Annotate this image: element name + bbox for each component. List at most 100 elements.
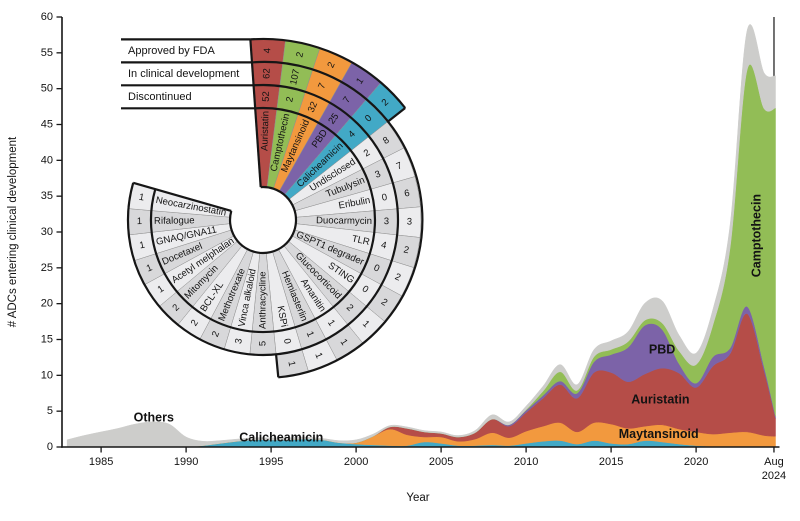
y-tick-label: 45 xyxy=(41,119,53,131)
series-label-camptothecin: Camptothecin xyxy=(749,194,763,277)
count-discontinued: 52 xyxy=(261,91,272,102)
count-in-clinical: 62 xyxy=(261,68,272,79)
ring-boundary-arc xyxy=(251,60,424,379)
count-discontinued: 2 xyxy=(189,318,201,328)
count-discontinued: 1 xyxy=(325,318,337,328)
radial-segment-tlr: TLR 4 2 xyxy=(294,223,421,268)
y-tick-label: 5 xyxy=(47,405,53,417)
payload-label: KSPi xyxy=(274,305,289,328)
y-tick-label: 60 xyxy=(41,11,53,23)
count-discontinued: 3 xyxy=(373,169,382,181)
count-in-clinical: 8 xyxy=(381,135,391,147)
y-tick-label: 25 xyxy=(41,262,53,274)
count-discontinued: 0 xyxy=(281,338,293,345)
x-tick-label: 1995 xyxy=(259,456,283,468)
count-in-clinical: 7 xyxy=(341,95,353,106)
radial-payload-table: Auristatin52624Camptothecin21072Maytansi… xyxy=(121,37,424,379)
count-discontinued: 0 xyxy=(360,283,371,295)
series-label-maytansinoid: Maytansinoid xyxy=(619,427,699,441)
status-row-header-discontinued: Discontinued xyxy=(128,91,192,103)
count-in-clinical: 2 xyxy=(379,296,390,308)
y-tick-label: 50 xyxy=(41,83,53,95)
y-tick-label: 10 xyxy=(41,369,53,381)
x-tick-label: 1985 xyxy=(89,456,113,468)
count-discontinued: 1 xyxy=(156,283,167,295)
payload-label: Duocarmycin xyxy=(316,215,372,227)
y-tick-label: 35 xyxy=(41,190,53,202)
count-in-clinical: 1 xyxy=(285,360,297,367)
count-discontinued: 0 xyxy=(372,262,381,274)
ring-boundary-arc xyxy=(250,37,407,109)
y-tick-label: 15 xyxy=(41,334,53,346)
series-label-pbd: PBD xyxy=(649,343,675,357)
x-tick-end-label: Aug xyxy=(764,456,784,468)
y-tick-label: 0 xyxy=(47,441,53,453)
status-row-header-approved-by-fda: Approved by FDA xyxy=(128,45,215,57)
count-in-clinical: 1 xyxy=(360,319,372,330)
count-approved: 4 xyxy=(262,48,273,54)
segment-edge-line xyxy=(386,107,406,124)
count-in-clinical: 2 xyxy=(393,271,402,283)
count-discontinued: 3 xyxy=(233,338,245,345)
count-in-clinical: 6 xyxy=(404,188,411,200)
segment-edge-line xyxy=(249,39,262,188)
x-tick-label: 2005 xyxy=(429,456,453,468)
x-tick-end-label: 2024 xyxy=(762,470,786,482)
ring-boundary-arc xyxy=(126,83,400,357)
count-in-clinical: 1 xyxy=(312,351,324,360)
stacked-area-plot xyxy=(66,24,776,448)
ring-boundary-arc xyxy=(149,106,377,334)
segment-edge-line xyxy=(132,181,232,212)
count-discontinued: 2 xyxy=(344,302,356,313)
y-axis-title: # ADCs entering clinical development xyxy=(7,136,19,327)
count-discontinued: 5 xyxy=(257,341,268,346)
x-tick-label: 2010 xyxy=(514,456,538,468)
count-approved: 2 xyxy=(294,51,306,59)
count-discontinued: 2 xyxy=(170,302,182,313)
x-tick-label: 1990 xyxy=(174,456,198,468)
y-tick-label: 30 xyxy=(41,226,53,238)
x-axis-title: Year xyxy=(406,492,429,504)
y-tick-label: 55 xyxy=(41,47,53,59)
count-discontinued: 1 xyxy=(138,240,145,252)
count-discontinued: 1 xyxy=(137,216,142,227)
count-discontinued: 32 xyxy=(306,100,320,114)
count-in-clinical: 1 xyxy=(338,337,350,347)
status-row-header-in-clinical-development: In clinical development xyxy=(128,68,239,80)
count-discontinued: 1 xyxy=(145,262,154,274)
y-tick-label: 40 xyxy=(41,154,53,166)
ring-boundary-arc xyxy=(228,185,298,255)
count-discontinued: 4 xyxy=(380,240,387,252)
count-discontinued: 2 xyxy=(362,147,372,159)
count-discontinued: 3 xyxy=(384,216,389,227)
payload-label: Anthracycline xyxy=(258,271,269,329)
segment-edge-line xyxy=(274,354,280,378)
payload-label: Auristatin xyxy=(259,111,271,151)
count-in-clinical: 0 xyxy=(363,113,374,125)
count-in-clinical: 7 xyxy=(316,81,328,90)
series-label-others: Others xyxy=(134,411,174,425)
x-tick-label: 2015 xyxy=(599,456,623,468)
count-discontinued: 4 xyxy=(346,129,357,141)
radial-segment-eribulin: Eribulin 0 6 xyxy=(294,176,421,218)
count-discontinued: 2 xyxy=(284,96,296,104)
count-discontinued: 1 xyxy=(138,192,145,204)
x-tick-label: 2000 xyxy=(344,456,368,468)
radial-segment-rifalogue: Rifalogue 1 xyxy=(127,208,231,236)
payload-label: Rifalogue xyxy=(154,215,195,227)
x-tick-label: 2020 xyxy=(684,456,708,468)
series-label-calicheamicin: Calicheamicin xyxy=(239,430,323,444)
count-approved: 2 xyxy=(325,60,337,69)
count-approved: 1 xyxy=(354,76,366,87)
count-in-clinical: 107 xyxy=(288,68,302,86)
count-in-clinical: 7 xyxy=(395,160,404,172)
series-label-auristatin: Auristatin xyxy=(631,393,689,407)
count-in-clinical: 2 xyxy=(403,244,410,256)
count-discontinued: 0 xyxy=(381,192,388,204)
count-discontinued: 25 xyxy=(326,111,341,126)
count-approved: 2 xyxy=(380,97,391,109)
